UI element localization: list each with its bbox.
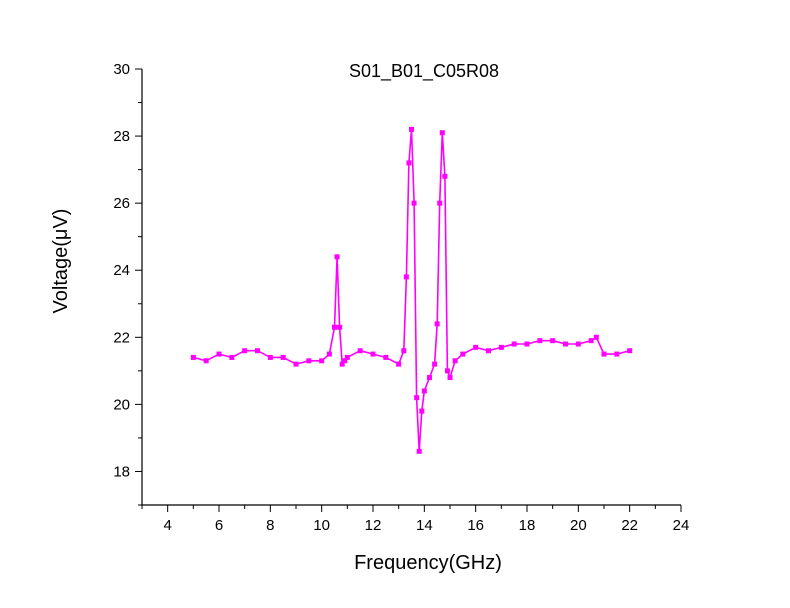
data-point <box>588 338 594 344</box>
data-point <box>190 354 196 360</box>
x-tick-label: 18 <box>519 517 536 534</box>
data-point <box>601 351 607 357</box>
data-point <box>216 351 222 357</box>
data-point <box>396 361 402 367</box>
data-point <box>550 338 556 344</box>
x-tick-label: 12 <box>365 517 382 534</box>
y-tick-label: 30 <box>113 61 130 78</box>
y-tick-label: 26 <box>113 195 130 212</box>
data-point <box>337 324 343 330</box>
x-tick-label: 20 <box>570 517 587 534</box>
data-point <box>460 351 466 357</box>
data-point <box>411 200 417 206</box>
data-point <box>447 375 453 381</box>
data-point <box>319 358 325 364</box>
data-point <box>326 351 332 357</box>
y-tick-label: 18 <box>113 463 130 480</box>
data-point <box>437 200 443 206</box>
data-point <box>401 348 407 354</box>
data-point <box>306 358 312 364</box>
data-point <box>627 348 633 354</box>
x-tick-label: 14 <box>416 517 433 534</box>
data-point <box>416 448 422 454</box>
data-point <box>370 351 376 357</box>
data-point <box>444 368 450 374</box>
data-point <box>383 354 389 360</box>
x-tick-label: 10 <box>313 517 330 534</box>
data-point <box>409 126 414 132</box>
data-point <box>575 341 581 347</box>
data-point <box>332 324 337 330</box>
y-tick-label: 22 <box>113 329 130 346</box>
data-point <box>432 361 438 367</box>
data-point <box>203 358 209 364</box>
data-point <box>255 348 260 354</box>
data-point <box>357 348 363 354</box>
data-point <box>406 160 412 166</box>
axes: 4 6 8 10 12 14 16 18 20 22 24 18 20 22 24 26 28 30 <box>113 61 689 534</box>
data-point <box>342 358 348 364</box>
data-point <box>439 130 445 136</box>
data-point <box>280 354 286 360</box>
data-point <box>339 361 345 367</box>
data-point <box>293 361 299 367</box>
data-point <box>229 354 235 360</box>
x-tick-label: 6 <box>215 517 223 534</box>
x-tick-label: 24 <box>673 517 690 534</box>
data-point <box>403 274 409 280</box>
data-point <box>498 344 504 350</box>
y-tick-label: 24 <box>113 262 130 279</box>
x-tick-label: 8 <box>266 517 274 534</box>
data-point <box>563 341 568 347</box>
x-axis-title: Frequency(GHz) <box>354 552 502 574</box>
x-tick-label: 22 <box>621 517 638 534</box>
data-point <box>419 408 425 414</box>
data-point <box>511 341 517 347</box>
data-point <box>537 338 543 344</box>
data-point <box>473 344 479 350</box>
series-line <box>193 128 630 453</box>
data-point <box>442 173 448 179</box>
data-point <box>344 354 350 360</box>
y-tick-label: 28 <box>113 128 130 145</box>
data-point <box>614 351 620 357</box>
data-point <box>267 354 273 360</box>
data-point <box>486 348 491 354</box>
y-tick-label: 20 <box>113 396 130 413</box>
data-point <box>524 341 530 347</box>
data-point <box>421 388 427 394</box>
y-axis-title: Voltage(μV) <box>50 209 72 314</box>
data-point <box>242 348 248 354</box>
data-point <box>426 375 432 381</box>
chart-title: S01_B01_C05R08 <box>349 61 499 82</box>
data-point <box>414 395 420 401</box>
x-tick-label: 16 <box>467 517 484 534</box>
data-point <box>593 334 599 340</box>
x-tick-label: 4 <box>163 517 171 534</box>
data-point <box>452 358 458 364</box>
data-point <box>334 254 340 260</box>
data-point <box>434 321 440 327</box>
plot-area <box>190 126 633 454</box>
